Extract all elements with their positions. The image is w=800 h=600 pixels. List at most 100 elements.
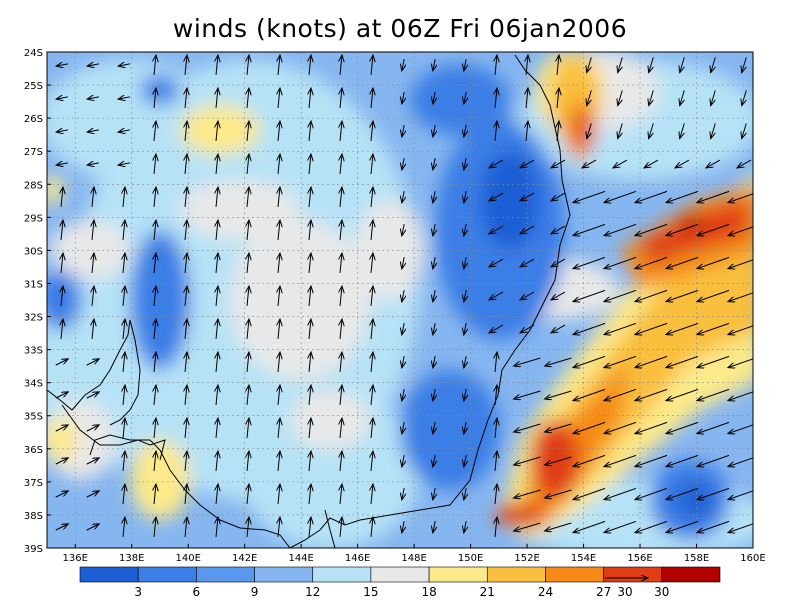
wind-arrow <box>604 256 637 268</box>
wind-arrow <box>464 224 466 236</box>
wind-arrow <box>216 319 218 340</box>
wind-arrow <box>154 385 156 406</box>
wind-arrow <box>514 456 541 465</box>
wind-arrow <box>520 324 535 333</box>
wind-arrow <box>433 158 435 170</box>
wind-arrow <box>185 121 187 142</box>
wind-arrow <box>551 159 566 168</box>
wind-arrow <box>464 455 466 467</box>
wind-arrow <box>573 487 606 499</box>
lat-tick-label: 35S <box>24 412 43 423</box>
wind-arrow <box>402 455 404 467</box>
wind-arrow <box>573 223 606 235</box>
wind-arrow <box>573 256 606 268</box>
wind-arrow <box>495 88 497 109</box>
wind-arrow <box>340 484 342 505</box>
wind-arrow <box>635 454 668 466</box>
colorbar-segment <box>603 566 663 583</box>
wind-arrow <box>185 484 187 505</box>
wind-arrow <box>697 355 730 367</box>
wind-arrow <box>545 489 572 498</box>
wind-arrow <box>216 484 218 505</box>
wind-arrow <box>278 352 280 373</box>
wind-arrow <box>573 454 606 466</box>
wind-arrow <box>635 487 668 499</box>
wind-arrow <box>433 389 435 401</box>
wind-arrow <box>154 154 156 175</box>
wind-arrow <box>185 55 187 76</box>
wind-arrow <box>118 163 130 165</box>
lon-tick-label: 136E <box>63 553 88 564</box>
wind-arrow <box>728 193 753 202</box>
lat-tick-label: 39S <box>24 544 43 555</box>
wind-arrow <box>680 123 685 138</box>
wind-arrow <box>371 220 373 241</box>
lat-tick-label: 26S <box>24 114 43 125</box>
wind-arrow <box>278 220 280 241</box>
wind-arrow <box>666 190 699 202</box>
wind-arrow <box>247 319 249 340</box>
wind-arrow <box>495 517 497 538</box>
wind-arrow <box>118 130 130 132</box>
wind-arrow <box>309 352 311 373</box>
wind-arrow <box>666 322 699 334</box>
wind-arrow <box>340 418 342 439</box>
wind-arrow <box>92 187 94 208</box>
map-title: winds (knots) at 06Z Fri 06jan2006 <box>172 14 628 43</box>
wind-arrow <box>464 356 466 368</box>
wind-arrow <box>185 286 187 307</box>
wind-arrow <box>123 484 125 505</box>
wind-arrow <box>309 253 311 274</box>
wind-arrow <box>247 88 249 109</box>
wind-arrow <box>433 521 435 533</box>
wind-arrow <box>278 187 280 208</box>
wind-arrow <box>309 418 311 439</box>
wind-arrow <box>154 55 156 76</box>
wind-arrow <box>371 187 373 208</box>
lat-tick-label: 25S <box>24 81 43 92</box>
wind-arrow <box>495 484 497 505</box>
wind-arrow <box>86 524 100 531</box>
wind-arrow <box>247 121 249 142</box>
wind-arrow <box>278 484 280 505</box>
wind-arrow <box>433 422 435 434</box>
wind-arrow <box>604 355 637 367</box>
wind-arrow <box>61 253 63 274</box>
wind-arrow <box>154 418 156 439</box>
wind-arrow <box>618 123 623 138</box>
wind-arrow <box>371 484 373 505</box>
wind-arrow <box>666 289 699 301</box>
wind-arrow <box>613 159 628 168</box>
wind-arrow <box>697 256 730 268</box>
wind-arrow <box>728 292 753 301</box>
wind-arrow <box>489 258 504 267</box>
wind-arrow <box>309 451 311 472</box>
wind-arrow <box>728 457 753 466</box>
wind-arrow <box>433 488 435 500</box>
wind-arrow <box>123 451 125 472</box>
wind-arrow <box>649 90 654 105</box>
wind-arrow <box>309 286 311 307</box>
wind-arrow <box>309 385 311 406</box>
wind-arrow <box>514 522 541 531</box>
wind-arrow <box>55 491 69 498</box>
wind-arrow <box>278 319 280 340</box>
wind-arrow <box>545 390 572 399</box>
wind-arrow <box>635 355 668 367</box>
lon-tick-label: 158E <box>684 553 709 564</box>
wind-arrow <box>464 323 466 335</box>
wind-arrow <box>728 490 753 499</box>
wind-arrow <box>216 352 218 373</box>
wind-arrow <box>464 422 466 434</box>
wind-arrow <box>309 220 311 241</box>
vector-key-label: 30 <box>617 585 632 599</box>
wind-arrow <box>495 55 497 76</box>
wind-arrow <box>737 159 752 168</box>
wind-arrow <box>154 253 156 274</box>
wind-speed-field <box>47 52 753 548</box>
wind-arrow <box>464 488 466 500</box>
lon-tick-label: 156E <box>627 553 652 564</box>
wind-arrow <box>618 90 623 105</box>
wind-arrow <box>573 520 606 532</box>
wind-arrow <box>520 225 535 234</box>
